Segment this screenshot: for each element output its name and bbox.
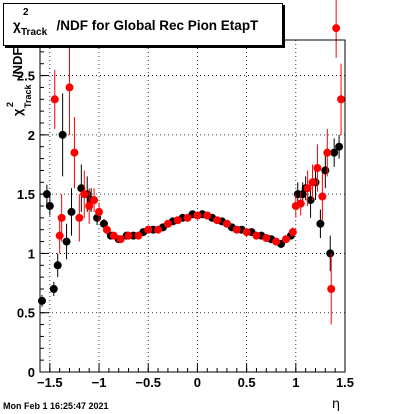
y-label-subscript: Track — [23, 83, 33, 108]
data-point-series-1 — [326, 249, 335, 258]
data-point-series-2 — [116, 235, 125, 244]
title-chi: χ — [13, 18, 21, 33]
y-tick-label: 2.5 — [17, 69, 35, 84]
data-point-series-2 — [332, 24, 341, 33]
data-point-series-2 — [313, 164, 322, 173]
x-tick-label: 1 — [292, 375, 299, 390]
data-point-series-2 — [272, 237, 281, 246]
data-point-series-2 — [296, 199, 305, 208]
data-point-series-2 — [183, 213, 192, 222]
data-point-series-2 — [222, 219, 231, 228]
data-point-series-1 — [335, 142, 344, 151]
data-point-series-2 — [57, 213, 66, 222]
y-tick-label: 1 — [28, 246, 35, 261]
y-tick-label: 2 — [28, 128, 35, 143]
data-point-series-1 — [67, 207, 76, 216]
data-point-series-2 — [90, 196, 99, 205]
data-point-series-1 — [99, 219, 108, 228]
data-point-series-2 — [303, 184, 312, 193]
x-tick-label: 0 — [194, 375, 201, 390]
data-point-series-2 — [124, 231, 133, 240]
data-point-series-2 — [65, 83, 74, 92]
y-tick-label: 0 — [28, 365, 35, 380]
data-point-series-2 — [154, 225, 163, 234]
x-axis-label: η — [332, 397, 340, 412]
x-tick-label: −1 — [92, 375, 107, 390]
title-subscript: Track — [21, 27, 48, 38]
data-point-series-2 — [281, 235, 290, 244]
y-axis-label: χ2 Track/NDF — [5, 48, 33, 116]
x-tick-label: 1.5 — [336, 375, 354, 390]
y-tick-label: 0.5 — [17, 306, 35, 321]
data-point-series-2 — [337, 95, 346, 104]
data-point-series-2 — [144, 225, 153, 234]
data-point-series-2 — [232, 225, 241, 234]
data-point-series-1 — [45, 202, 54, 210]
title-box: χ 2 Track /NDF for Global Rec Pion EtapT — [3, 3, 283, 46]
y-label-rest: /NDF — [10, 48, 25, 78]
data-point-series-1 — [53, 261, 62, 270]
data-point-series-1 — [62, 237, 71, 246]
data-point-series-1 — [49, 285, 58, 293]
data-point-series-1 — [77, 184, 86, 193]
data-point-series-2 — [50, 95, 59, 104]
data-point-series-2 — [95, 207, 104, 216]
y-label-chi: χ — [10, 108, 25, 116]
data-point-series-2 — [173, 216, 182, 225]
data-point-series-2 — [80, 190, 89, 199]
y-tick-label: 1.5 — [17, 187, 35, 202]
title-rest: /NDF for Global Rec Pion EtapT — [56, 18, 259, 33]
data-point-series-2 — [242, 228, 251, 237]
data-point-series-2 — [288, 228, 297, 237]
data-point-series-2 — [70, 148, 79, 157]
data-point-series-2 — [327, 285, 336, 293]
timestamp-footer: Mon Feb 1 16:25:47 2021 — [3, 401, 109, 411]
data-point-series-2 — [55, 231, 64, 240]
data-point-series-2 — [102, 225, 111, 234]
data-point-series-2 — [318, 192, 327, 201]
data-point-series-2 — [213, 216, 222, 225]
title-superscript: 2 — [23, 7, 29, 18]
data-point-series-2 — [75, 213, 84, 222]
data-point-series-1 — [316, 219, 325, 228]
data-point-series-2 — [252, 231, 261, 240]
x-tick-label: 0.5 — [238, 375, 256, 390]
data-point-series-2 — [323, 148, 332, 157]
data-point-series-1 — [330, 148, 339, 157]
data-point-series-1 — [58, 130, 67, 139]
data-point-series-2 — [134, 231, 143, 240]
data-point-series-2 — [308, 178, 317, 187]
data-point-series-2 — [203, 211, 212, 220]
x-tick-label: −1.5 — [37, 375, 63, 390]
data-point-series-2 — [163, 219, 172, 228]
chart-title: χ 2 Track /NDF for Global Rec Pion EtapT — [13, 7, 259, 38]
data-point-series-2 — [85, 202, 94, 210]
y-label-superscript: 2 — [5, 102, 15, 107]
data-point-series-2 — [193, 211, 202, 220]
data-point-series-1 — [37, 296, 46, 305]
x-tick-label: −0.5 — [135, 375, 161, 390]
data-point-series-2 — [262, 234, 271, 243]
data-point-series-1 — [42, 190, 51, 199]
data-point-series-2 — [109, 231, 118, 240]
